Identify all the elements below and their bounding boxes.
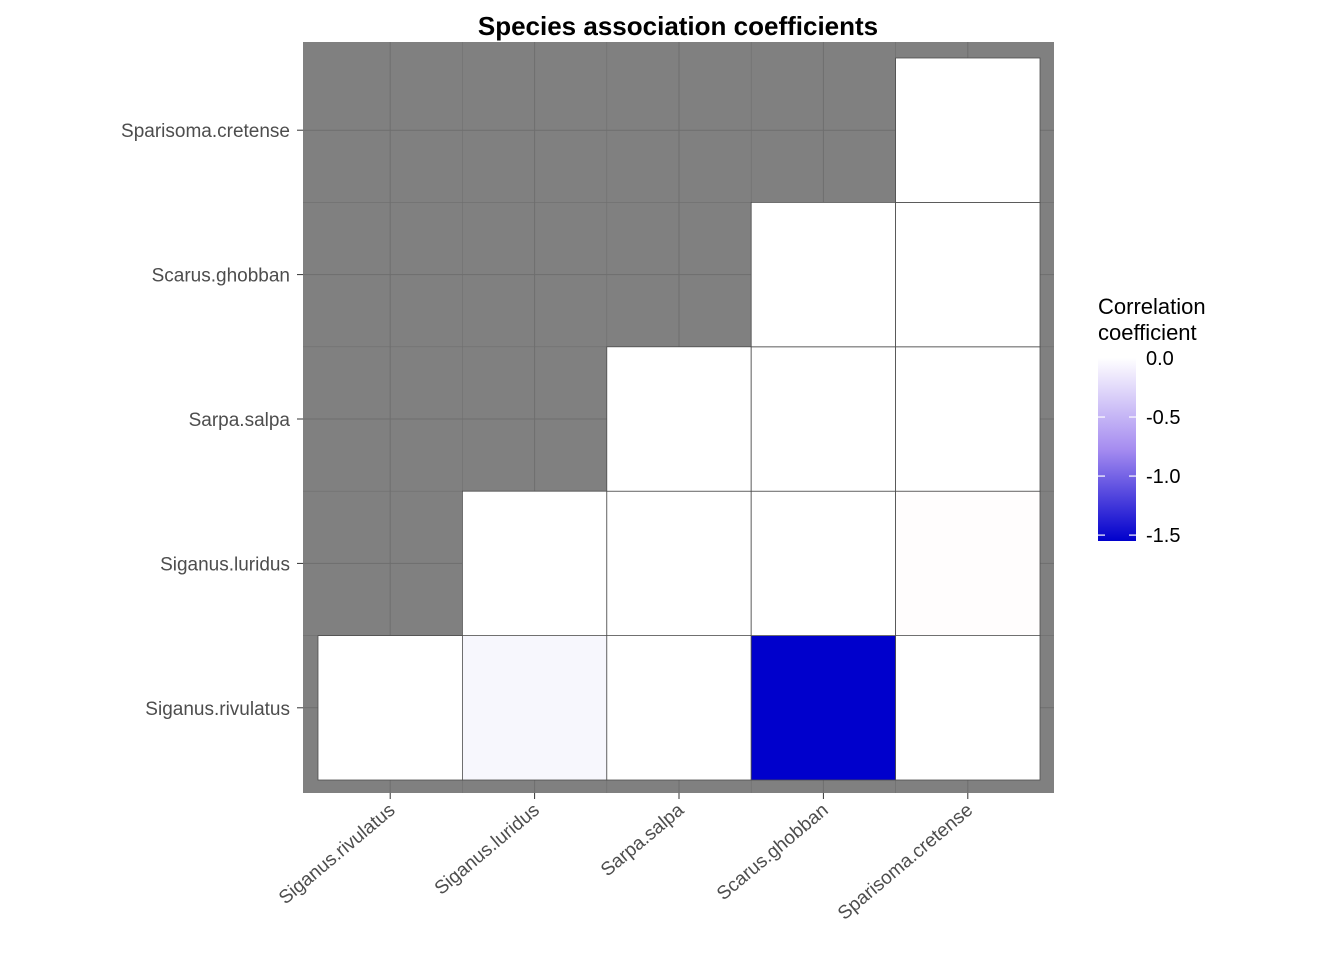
chart-title: Species association coefficients xyxy=(478,11,878,41)
x-tick-label: Siganus.rivulatus xyxy=(275,800,399,909)
y-tick-label: Sarpa.salpa xyxy=(189,410,291,431)
heatmap-cell xyxy=(750,346,897,492)
legend-colorbar xyxy=(1098,358,1136,541)
legend-title-line-1: Correlation xyxy=(1098,294,1206,319)
heatmap-cell xyxy=(750,201,897,348)
heatmap-cell xyxy=(461,490,608,637)
heatmap-cell xyxy=(317,635,463,781)
heatmap-cell xyxy=(895,57,1041,203)
legend-tick-label: -1.0 xyxy=(1146,466,1180,488)
legend-title-line-2: coefficient xyxy=(1098,320,1197,345)
heatmap-cell xyxy=(606,490,752,637)
legend-tick-label: -1.5 xyxy=(1146,525,1180,547)
y-tick-label: Siganus.rivulatus xyxy=(145,699,290,720)
heatmap-cell xyxy=(895,490,1041,637)
y-tick-label: Scarus.ghobban xyxy=(152,266,290,287)
legend-ticks: 0.0 -0.5 -1.0 -1.5 xyxy=(1098,348,1180,547)
legend-tick-label: -0.5 xyxy=(1146,407,1180,429)
x-tick-label: Sarpa.salpa xyxy=(597,799,689,881)
heatmap-cell xyxy=(461,635,608,781)
heatmap-cell xyxy=(895,346,1041,492)
y-axis-ticks: Siganus.rivulatus Siganus.luridus Sarpa.sa… xyxy=(121,121,303,720)
x-tick-label: Scarus.ghobban xyxy=(713,800,833,905)
heatmap-cells xyxy=(317,57,1041,781)
heatmap-cell xyxy=(750,490,897,637)
x-tick-label: Sparisoma.cretense xyxy=(834,800,977,925)
heatmap-cell xyxy=(606,346,752,492)
x-tick-label: Siganus.luridus xyxy=(431,800,544,900)
x-axis-ticks: Siganus.rivulatus Siganus.luridus Sarpa.sa… xyxy=(275,793,977,924)
y-tick-label: Sparisoma.cretense xyxy=(121,121,290,142)
legend-tick-label: 0.0 xyxy=(1146,348,1174,370)
heatmap-cell xyxy=(750,635,897,781)
color-legend: Correlation coefficient 0.0 -0.5 -1.0 -1.5 xyxy=(1098,294,1206,547)
heatmap-cell xyxy=(606,635,752,781)
heatmap-cell xyxy=(895,635,1041,781)
heatmap-cell xyxy=(895,201,1041,348)
y-tick-label: Siganus.luridus xyxy=(160,554,290,575)
